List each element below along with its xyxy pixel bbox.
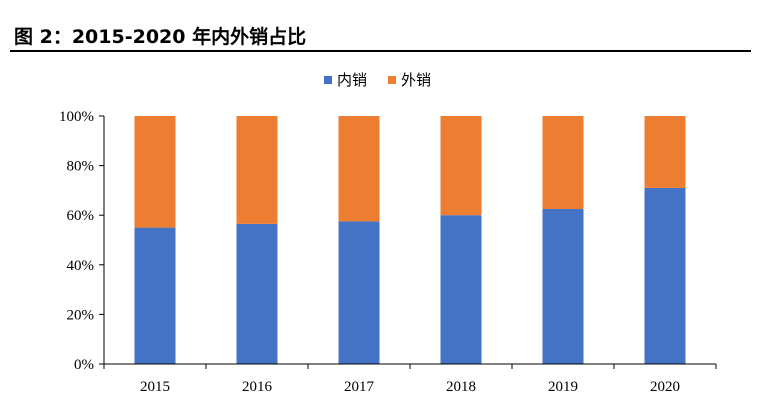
- y-tick-label: 60%: [67, 208, 95, 224]
- y-axis: 0% 20% 40% 60% 80% 100%: [59, 109, 105, 373]
- bar-2020-series-0: [644, 187, 686, 364]
- legend-label-1: 外销: [401, 71, 431, 89]
- x-tick-label: 2015: [140, 379, 170, 395]
- bar-2019-series-1: [542, 116, 584, 209]
- legend-swatch-1: [388, 76, 396, 84]
- bars: [134, 116, 686, 364]
- bar-2020-series-1: [644, 116, 686, 188]
- y-tick-label: 0%: [74, 357, 94, 373]
- y-tick-label: 100%: [59, 109, 94, 125]
- figure-title: 图 2：2015-2020 年内外销占比: [14, 26, 307, 48]
- x-tick-label: 2019: [548, 379, 578, 395]
- x-tick-label: 2017: [344, 379, 375, 395]
- y-tick-label: 40%: [67, 258, 95, 274]
- bar-2015-series-1: [134, 116, 176, 228]
- bar-2018-series-1: [440, 116, 482, 216]
- y-tick-label: 80%: [67, 159, 95, 175]
- bar-2016-series-1: [236, 116, 278, 224]
- x-tick-label: 2018: [446, 379, 476, 395]
- chart-legend: 内销 外销: [324, 71, 431, 89]
- x-tick-label: 2016: [242, 379, 273, 395]
- legend-swatch-0: [324, 76, 332, 84]
- bar-2019-series-0: [542, 209, 584, 364]
- x-tick-label: 2020: [650, 379, 680, 395]
- bar-2017-series-1: [338, 116, 380, 222]
- bar-2017-series-0: [338, 221, 380, 364]
- bar-2018-series-0: [440, 215, 482, 364]
- title-underline: [10, 50, 751, 52]
- y-tick-label: 20%: [67, 307, 95, 323]
- legend-label-0: 内销: [337, 71, 367, 89]
- bar-2016-series-0: [236, 223, 278, 364]
- bar-2015-series-0: [134, 227, 176, 364]
- x-axis: 2015 2016 2017 2018 2019 2020: [103, 363, 717, 395]
